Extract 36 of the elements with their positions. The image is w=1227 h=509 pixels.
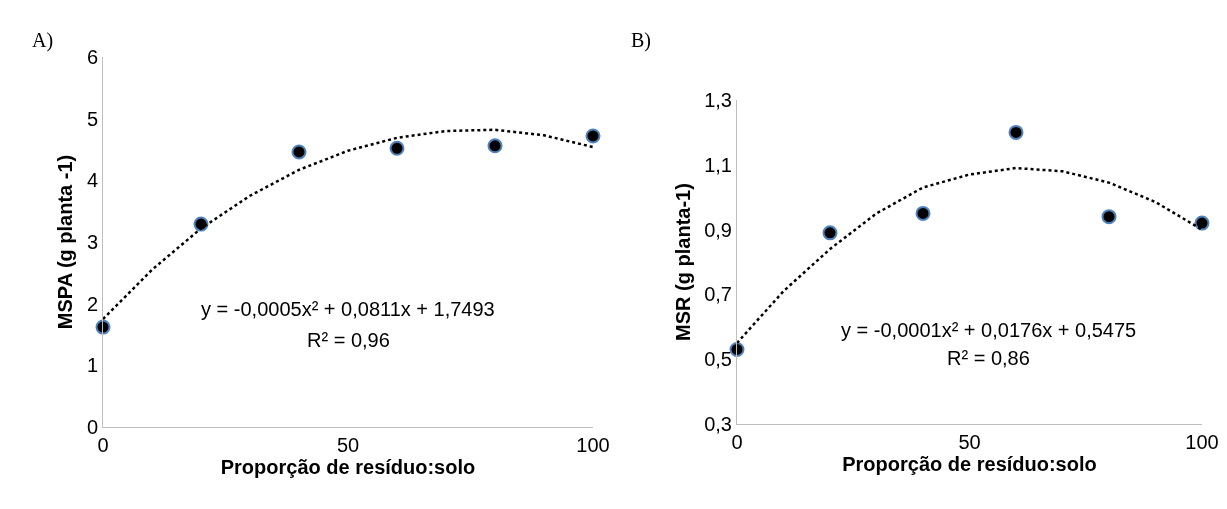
point	[487, 138, 503, 154]
y-tick-label: 4	[86, 169, 98, 192]
point	[585, 128, 601, 144]
x-tick-label: 50	[958, 431, 981, 453]
y-axis-title: MSR (g planta-1)	[671, 183, 694, 341]
point	[915, 205, 931, 221]
y-axis-title: MSPA (g planta -1)	[54, 154, 77, 330]
y-tick-label: 3	[86, 231, 98, 253]
annotation: R² = 0,96	[307, 329, 390, 351]
y-tick-label: 5	[86, 107, 98, 130]
point	[389, 140, 405, 156]
point	[1194, 215, 1210, 231]
annotation: y = -0,0001x² + 0,0176x + 0,5475	[841, 319, 1137, 341]
y-tick-label: 0	[86, 416, 98, 438]
x-axis-title: Proporção de resíduo:solo	[842, 453, 1097, 475]
annotation: y = -0,0005x² + 0,0811x + 1,7493	[201, 298, 495, 320]
x-tick-label: 100	[1185, 431, 1219, 453]
x-axis-title: Proporção de resíduo:solo	[220, 456, 476, 478]
point	[1008, 124, 1024, 140]
annotation: R² = 0,86	[947, 347, 1030, 369]
y-tick-label: 1,3	[704, 89, 732, 111]
point	[1101, 209, 1117, 225]
y-tick-label: 0,3	[704, 413, 732, 435]
y-tick-label: 0,7	[704, 283, 732, 306]
y-tick-label: 1,1	[704, 153, 732, 176]
chart-title: A)	[32, 29, 54, 52]
point	[291, 144, 307, 160]
x-tick-label: 100	[576, 434, 610, 456]
y-tick-label: 6	[86, 46, 98, 68]
y-tick-label: 1	[86, 354, 98, 377]
x-tick-label: 50	[336, 434, 360, 456]
y-tick-label: 2	[86, 292, 98, 315]
point	[822, 225, 838, 241]
chart-title: B)	[631, 29, 651, 52]
y-tick-label: 0,5	[704, 348, 732, 371]
y-tick-label: 0,9	[704, 218, 732, 241]
